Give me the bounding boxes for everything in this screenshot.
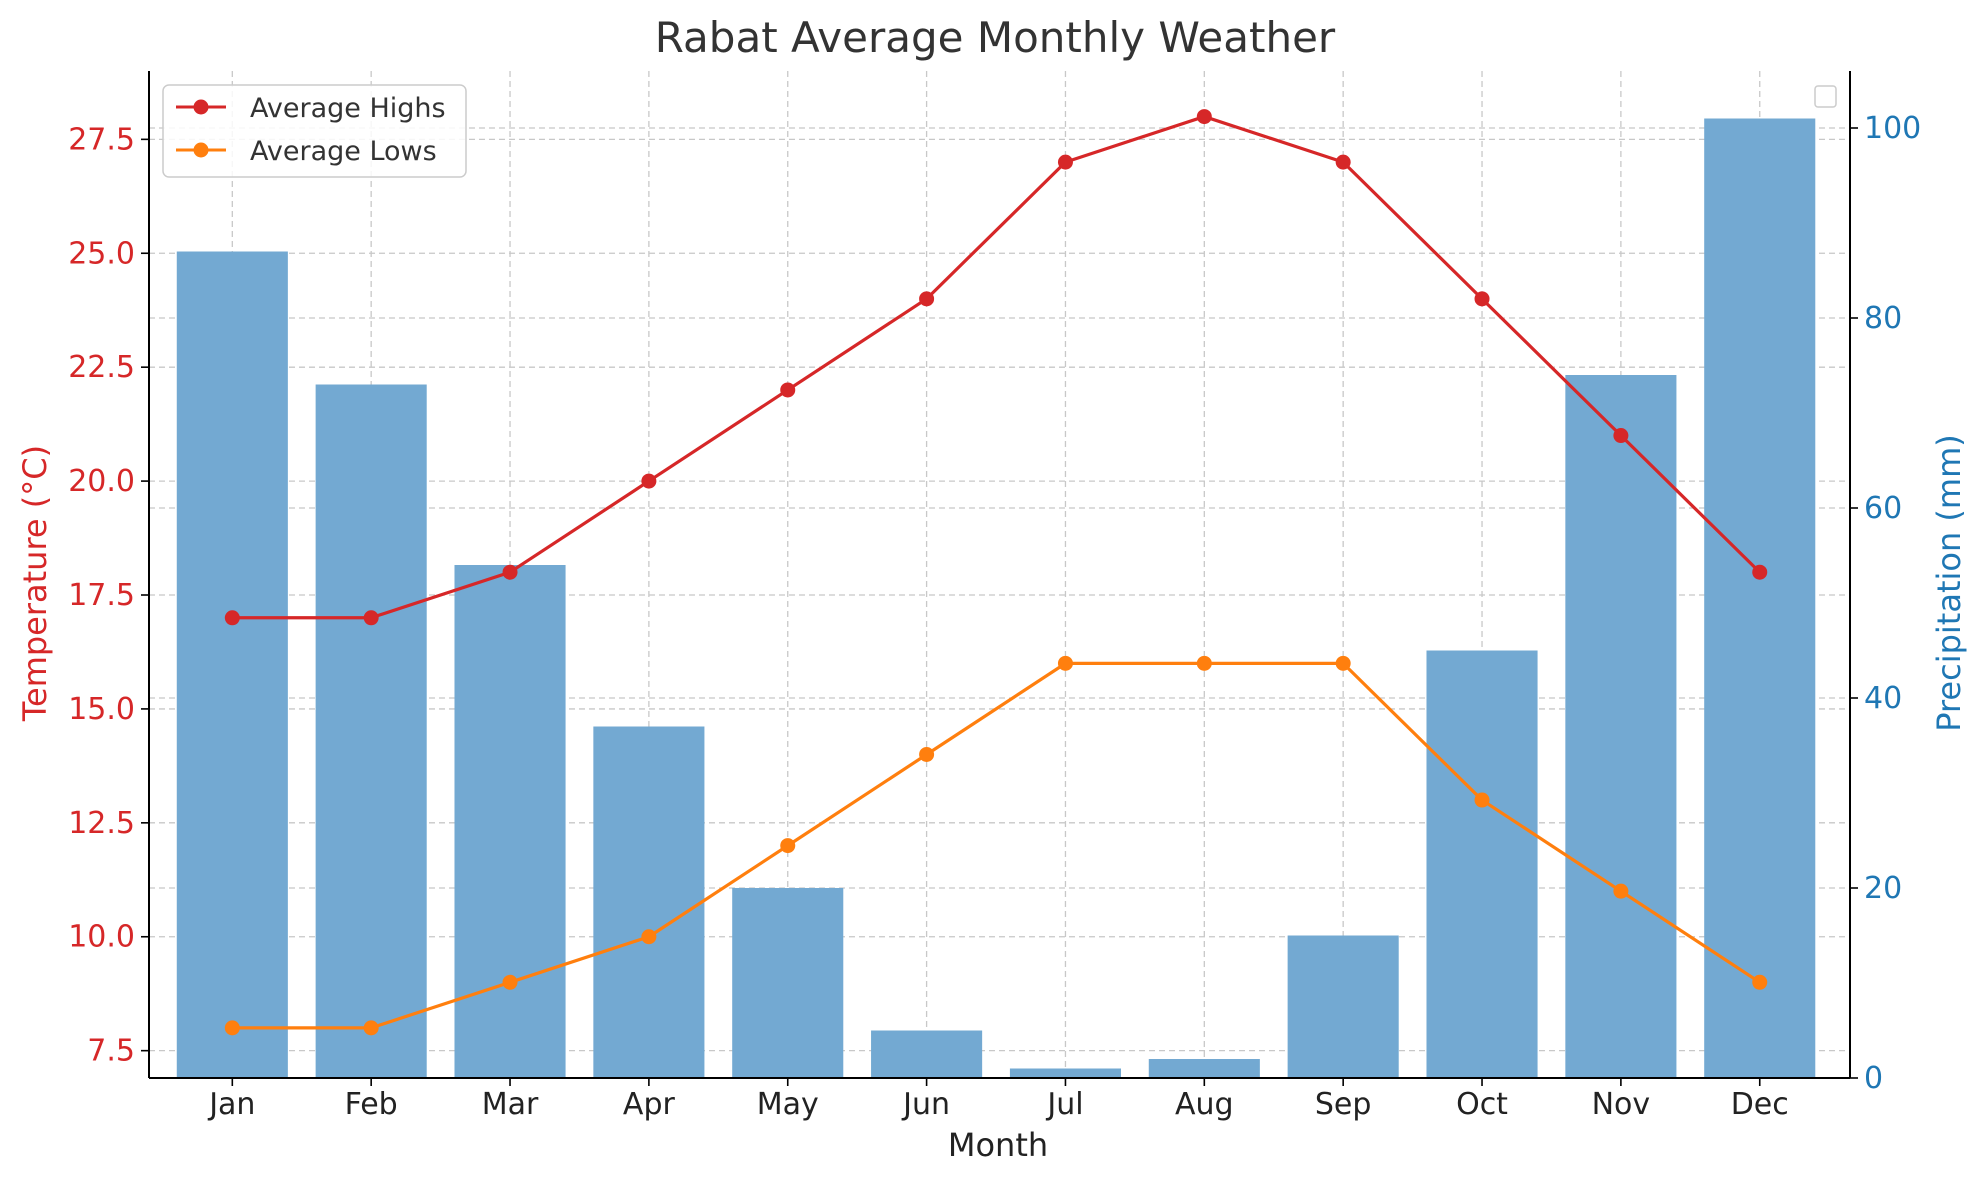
chart-title: Rabat Average Monthly Weather xyxy=(655,13,1336,62)
y-tick-label-right: 60 xyxy=(1864,491,1902,526)
y-tick-label-left: 15.0 xyxy=(68,692,135,727)
precip-bar xyxy=(1426,650,1538,1078)
highs-point xyxy=(363,610,379,626)
precip-bar xyxy=(732,888,844,1078)
precip-bar xyxy=(454,565,566,1078)
axes xyxy=(141,71,1858,1086)
legend-lows-marker xyxy=(193,142,209,158)
x-tick-label: Mar xyxy=(482,1087,539,1122)
highs-point xyxy=(1335,154,1351,170)
precip-bar xyxy=(1565,375,1677,1078)
precip-bar xyxy=(1009,1068,1121,1078)
y-tick-label-right: 80 xyxy=(1864,301,1902,336)
highs-line xyxy=(232,114,1761,620)
lows-point xyxy=(1335,655,1351,671)
precip-bar xyxy=(315,384,427,1078)
precipitation-bars xyxy=(176,118,1816,1078)
legend-box xyxy=(162,84,467,178)
y-tick-label-right: 40 xyxy=(1864,681,1902,716)
empty-legend-box xyxy=(1814,85,1837,108)
highs-point xyxy=(919,291,935,307)
precip-bar xyxy=(593,726,705,1078)
highs-point xyxy=(1196,109,1212,125)
lows-point xyxy=(1474,792,1490,808)
x-tick-label: Nov xyxy=(1592,1087,1651,1122)
y-tick-label-right: 20 xyxy=(1864,871,1902,906)
y-tick-label-left: 17.5 xyxy=(68,578,135,613)
highs-point xyxy=(502,564,518,580)
lows-line xyxy=(232,661,1761,1030)
highs-point xyxy=(1474,291,1490,307)
lows-point xyxy=(224,1020,240,1036)
y-tick-label-left: 27.5 xyxy=(68,122,135,157)
highs-point xyxy=(1752,564,1768,580)
precip-bar xyxy=(176,251,288,1078)
y-tick-label-left: 22.5 xyxy=(68,350,135,385)
y-tick-label-left: 25.0 xyxy=(68,236,135,271)
lows-point xyxy=(502,974,518,990)
precip-bar xyxy=(1148,1059,1260,1078)
x-tick-label: Jan xyxy=(207,1087,255,1122)
y-tick-label-right: 0 xyxy=(1864,1061,1883,1096)
y-tick-label-right: 100 xyxy=(1864,111,1921,146)
highs-point xyxy=(641,473,657,489)
lows-point xyxy=(1057,655,1073,671)
legend-highs-marker xyxy=(193,99,209,115)
x-tick-label: May xyxy=(757,1087,819,1122)
lows-point xyxy=(1196,655,1212,671)
legend: Average Highs Average Lows xyxy=(162,84,467,178)
precip-bar xyxy=(871,1030,983,1078)
highs-point xyxy=(780,382,796,398)
y-tick-label-left: 10.0 xyxy=(68,920,135,955)
lows-point xyxy=(641,929,657,945)
precip-bar xyxy=(1704,118,1816,1078)
y-tick-label-left: 12.5 xyxy=(68,806,135,841)
x-tick-label: Oct xyxy=(1456,1087,1508,1122)
x-tick-label: Aug xyxy=(1175,1087,1234,1122)
y-axis-right-title: Precipitation (mm) xyxy=(1930,434,1968,732)
legend-lows-label: Average Lows xyxy=(250,136,437,167)
highs-point xyxy=(1613,428,1629,444)
lows-point xyxy=(363,1020,379,1036)
highs-point xyxy=(224,610,240,626)
lows-point xyxy=(1613,883,1629,899)
lows-point xyxy=(780,838,796,854)
x-tick-label: Sep xyxy=(1315,1087,1372,1122)
y-tick-label-left: 7.5 xyxy=(87,1034,135,1069)
x-tick-label: Jul xyxy=(1045,1087,1083,1122)
y-axis-left-title: Temperature (°C) xyxy=(16,445,54,722)
tick-labels: Jan Feb Mar Apr May Jun Jul Aug Sep Oct Nov Dec 7.5 1… xyxy=(68,111,1921,1122)
temperature-lines xyxy=(224,109,1768,1036)
lows-point xyxy=(1752,974,1768,990)
highs-point xyxy=(1057,154,1073,170)
precip-bar xyxy=(1287,935,1399,1078)
x-tick-label: Feb xyxy=(345,1087,398,1122)
lows-point xyxy=(919,746,935,762)
y-tick-label-left: 20.0 xyxy=(68,464,135,499)
legend-highs-label: Average Highs xyxy=(250,93,446,124)
x-tick-label: Jun xyxy=(901,1087,950,1122)
x-tick-label: Apr xyxy=(623,1087,676,1122)
x-axis-title: Month xyxy=(948,1126,1048,1164)
x-tick-label: Dec xyxy=(1731,1087,1789,1122)
